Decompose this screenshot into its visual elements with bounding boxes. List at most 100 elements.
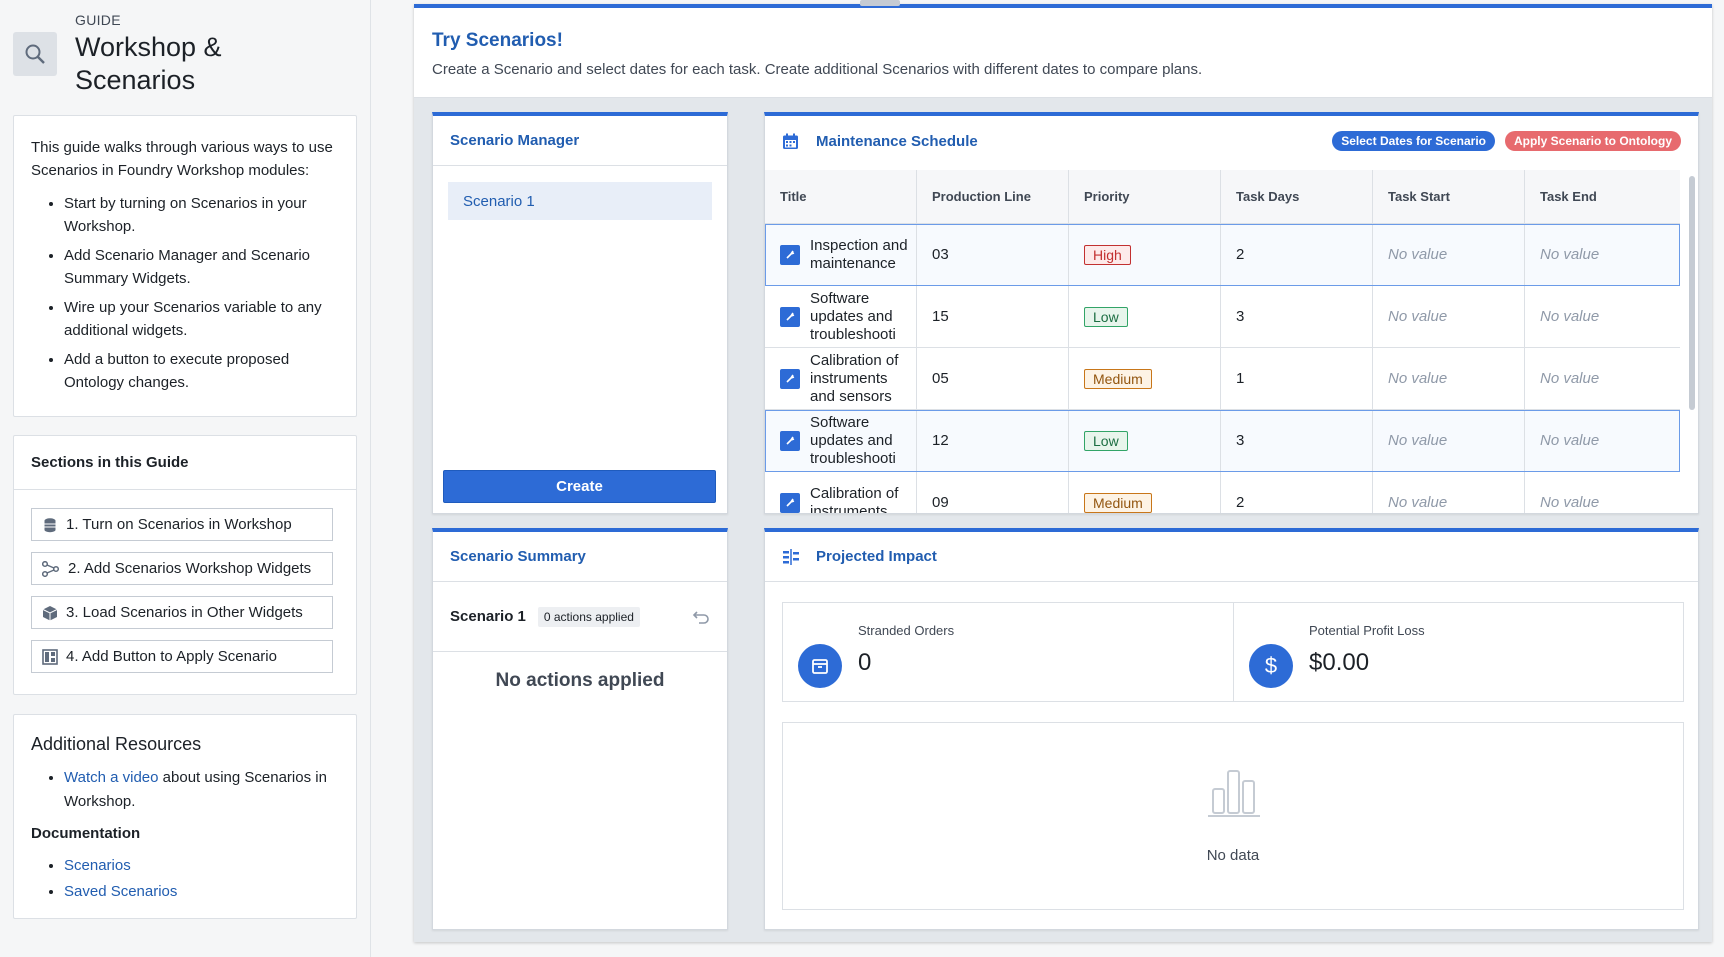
- guide-kicker: GUIDE: [75, 12, 121, 28]
- schedule-table: Title Production Line Priority Task Days…: [765, 170, 1680, 514]
- scenario-item[interactable]: Scenario 1: [448, 182, 712, 220]
- apply-scenario-button[interactable]: Apply Scenario to Ontology: [1504, 131, 1681, 151]
- metric-label: Potential Profit Loss: [1309, 623, 1425, 638]
- section-button-4[interactable]: 4. Add Button to Apply Scenario: [31, 640, 333, 673]
- impact-header: Projected Impact: [765, 532, 1698, 582]
- wrench-icon: [780, 492, 800, 513]
- workshop-canvas: Try Scenarios! Create a Scenario and sel…: [414, 0, 1712, 942]
- guide-bullet: Add a button to execute proposed Ontolog…: [64, 348, 339, 394]
- graph-icon: [42, 560, 60, 577]
- summary-scenario-name: Scenario 1: [450, 608, 526, 625]
- column-header[interactable]: Title: [765, 170, 917, 223]
- column-header[interactable]: Production Line: [917, 170, 1069, 223]
- doc-link-scenarios[interactable]: Scenarios: [64, 857, 131, 874]
- section-button-2[interactable]: 2. Add Scenarios Workshop Widgets: [31, 552, 333, 585]
- table-scrollbar[interactable]: [1689, 176, 1695, 410]
- search-icon: [25, 44, 45, 64]
- priority-tag: High: [1084, 244, 1131, 265]
- no-actions-text: No actions applied: [495, 670, 665, 691]
- row-line: 03: [917, 224, 1069, 285]
- row-start[interactable]: No value: [1373, 472, 1525, 513]
- doc-item: Scenarios: [64, 854, 339, 878]
- guide-search-button[interactable]: [13, 32, 57, 76]
- documentation-title: Documentation: [31, 825, 141, 842]
- sections-title: Sections in this Guide: [14, 436, 356, 490]
- table-row[interactable]: Software updates and troubleshooti 12 Lo…: [765, 410, 1680, 472]
- section-button-1[interactable]: 1. Turn on Scenarios in Workshop: [31, 508, 333, 541]
- guide-header: GUIDE Workshop & Scenarios: [13, 0, 357, 108]
- priority-tag: Low: [1084, 430, 1128, 451]
- scenario-summary-panel: Scenario Summary Scenario 1 0 actions ap…: [432, 528, 728, 930]
- row-title: Inspection and maintenance: [810, 236, 908, 272]
- doc-item: Saved Scenarios: [64, 880, 339, 904]
- column-header[interactable]: Task Start: [1373, 170, 1525, 223]
- dollar-icon: $: [1249, 644, 1293, 688]
- priority-tag: Medium: [1084, 492, 1152, 513]
- summary-scenario-row: Scenario 1 0 actions applied: [433, 582, 727, 652]
- metrics-row: Stranded Orders 0 $ Potential Profit Los…: [782, 602, 1684, 702]
- guide-sidebar: GUIDE Workshop & Scenarios This guide wa…: [0, 0, 371, 957]
- row-end[interactable]: No value: [1540, 308, 1600, 325]
- cube-icon: [42, 605, 58, 620]
- undo-icon[interactable]: [692, 609, 710, 625]
- row-title: Calibration of instruments: [810, 484, 899, 514]
- schedule-header: Maintenance Schedule Select Dates for Sc…: [765, 116, 1698, 166]
- table-row[interactable]: Inspection and maintenance 03 High 2 No …: [765, 224, 1680, 286]
- guide-bullet: Wire up your Scenarios variable to any a…: [64, 296, 339, 342]
- row-start[interactable]: No value: [1373, 286, 1525, 347]
- wrench-icon: [780, 430, 800, 451]
- resources-title: Additional Resources: [31, 734, 202, 754]
- wrench-icon: [780, 244, 800, 265]
- select-dates-button[interactable]: Select Dates for Scenario: [1332, 131, 1495, 151]
- row-line: 15: [917, 286, 1069, 347]
- row-line: 05: [917, 348, 1069, 409]
- video-link[interactable]: Watch a video: [64, 769, 159, 786]
- table-row[interactable]: Software updates and troubleshooti 15 Lo…: [765, 286, 1680, 348]
- guide-bullets: Start by turning on Scenarios in your Wo…: [31, 192, 339, 394]
- box-icon: [798, 644, 842, 688]
- guide-sections-card: Sections in this Guide 1. Turn on Scenar…: [13, 435, 357, 695]
- row-end[interactable]: No value: [1540, 432, 1600, 449]
- row-start[interactable]: No value: [1373, 348, 1525, 409]
- wrench-icon: [780, 306, 800, 327]
- column-header[interactable]: Task Days: [1221, 170, 1373, 223]
- no-data-text: No data: [1206, 847, 1260, 864]
- guide-bullet: Add Scenario Manager and Scenario Summar…: [64, 244, 339, 290]
- banner-title: Try Scenarios!: [432, 30, 563, 51]
- scenario-manager-panel: Scenario Manager Scenario 1 Create: [432, 112, 728, 514]
- section-label: 4. Add Button to Apply Scenario: [66, 648, 277, 665]
- resources-card: Additional Resources Watch a video about…: [13, 714, 357, 919]
- create-button[interactable]: Create: [443, 470, 716, 503]
- guide-intro-text: This guide walks through various ways to…: [31, 139, 333, 179]
- column-header[interactable]: Priority: [1069, 170, 1221, 223]
- metric-stranded-orders: Stranded Orders 0: [783, 603, 1233, 701]
- row-title: Software updates and troubleshooti: [810, 413, 896, 467]
- row-days: 3: [1221, 286, 1373, 347]
- section-label: 3. Load Scenarios in Other Widgets: [66, 604, 303, 621]
- row-start[interactable]: No value: [1373, 410, 1525, 471]
- row-end[interactable]: No value: [1540, 370, 1600, 387]
- projected-impact-panel: Projected Impact Stranded Orders 0 $ Pot…: [764, 528, 1699, 930]
- row-title: Calibration of instruments and sensors: [810, 351, 899, 405]
- layout-icon: [42, 648, 58, 665]
- table-row[interactable]: Calibration of instruments and sensors 0…: [765, 348, 1680, 410]
- guide-title: Workshop & Scenarios: [75, 32, 222, 95]
- chart-area: No data: [782, 722, 1684, 910]
- table-row[interactable]: Calibration of instruments 09 Medium 2 N…: [765, 472, 1680, 514]
- row-start[interactable]: No value: [1373, 224, 1525, 285]
- table-header-row: Title Production Line Priority Task Days…: [765, 170, 1680, 224]
- column-header[interactable]: Task End: [1540, 189, 1597, 204]
- impact-title: Projected Impact: [816, 548, 937, 565]
- row-days: 2: [1221, 224, 1373, 285]
- drag-handle[interactable]: [860, 0, 900, 6]
- section-button-3[interactable]: 3. Load Scenarios in Other Widgets: [31, 596, 333, 629]
- doc-link-saved-scenarios[interactable]: Saved Scenarios: [64, 883, 178, 900]
- row-end[interactable]: No value: [1540, 246, 1600, 263]
- priority-tag: Medium: [1084, 368, 1152, 389]
- section-label: 1. Turn on Scenarios in Workshop: [66, 516, 292, 533]
- try-banner: Try Scenarios! Create a Scenario and sel…: [414, 8, 1712, 98]
- bar-chart-icon: [1208, 770, 1260, 817]
- schedule-title: Maintenance Schedule: [816, 132, 978, 150]
- row-end[interactable]: No value: [1540, 494, 1600, 511]
- metric-value: $0.00: [1309, 649, 1370, 676]
